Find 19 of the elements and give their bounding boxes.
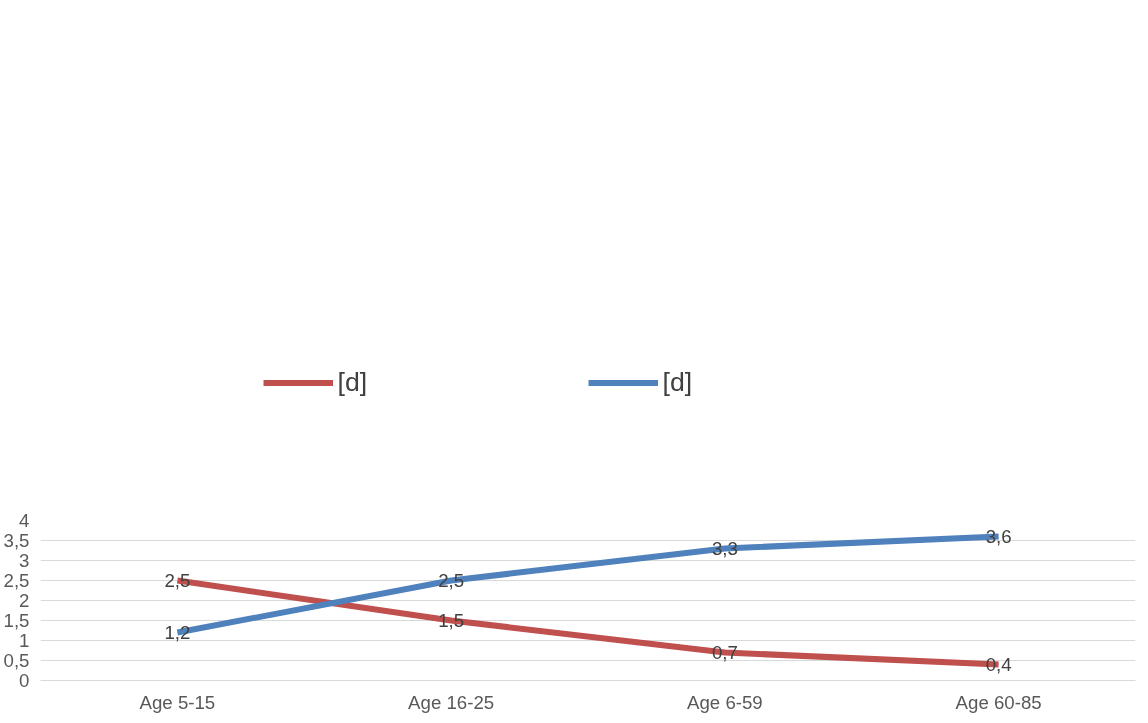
y-tick-label: 1,5 bbox=[3, 610, 30, 631]
y-tick-label: 1 bbox=[19, 630, 30, 651]
x-tick-label: Age 5-15 bbox=[139, 691, 216, 713]
x-tick-label: Age 16-25 bbox=[408, 691, 495, 713]
data-label: 1,2 bbox=[164, 622, 191, 643]
legend-label: [d] bbox=[662, 366, 694, 398]
y-tick-label: 3,5 bbox=[3, 530, 30, 551]
y-tick-label: 0 bbox=[19, 670, 30, 691]
y-tick-label: 4 bbox=[19, 510, 30, 531]
y-tick-label: 3 bbox=[19, 550, 30, 571]
data-label: 3,6 bbox=[985, 526, 1012, 547]
x-tick-label: Age 60-85 bbox=[955, 691, 1042, 713]
data-label: 0,4 bbox=[985, 654, 1012, 675]
y-tick-label: 2 bbox=[19, 590, 30, 611]
data-label: 2,5 bbox=[164, 570, 191, 591]
legend-label: [d] bbox=[337, 366, 369, 398]
y-tick-label: 2,5 bbox=[3, 570, 30, 591]
y-tick-label: 0,5 bbox=[3, 650, 30, 671]
x-tick-label: Age 6-59 bbox=[687, 691, 763, 713]
